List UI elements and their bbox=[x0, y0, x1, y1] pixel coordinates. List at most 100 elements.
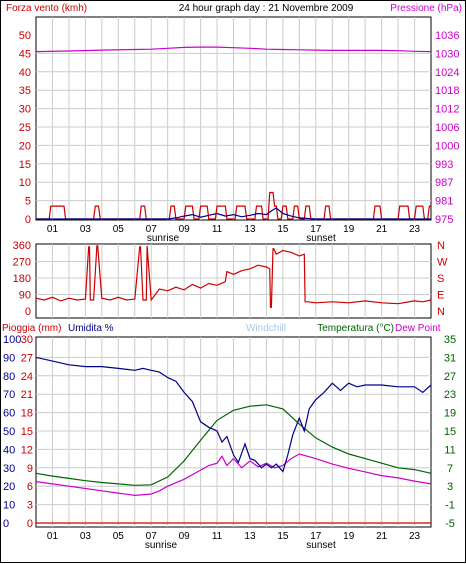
time-tick-label: 23 bbox=[409, 531, 421, 542]
dew-point-line bbox=[35, 453, 432, 497]
pressure-tick-label: 981 bbox=[435, 196, 453, 208]
humidity-tick-label: 20 bbox=[3, 481, 15, 493]
temperature-tick-label: 7 bbox=[447, 463, 453, 475]
rain-tick-label: 18 bbox=[21, 408, 33, 420]
time-tick-label: 03 bbox=[80, 224, 92, 235]
time-axis-top: 01 03 05 07 09 11 13 15 17 19 21 23 bbox=[47, 224, 421, 235]
rain-tick-label: 15 bbox=[21, 426, 33, 438]
pressure-tick-label: 1030 bbox=[435, 48, 459, 60]
sunrise-label-top: sunrise bbox=[147, 233, 180, 244]
humidity-tick-label: 30 bbox=[3, 463, 15, 475]
time-tick-label: 21 bbox=[376, 531, 388, 542]
temperature-tick-label: 15 bbox=[444, 426, 456, 438]
panel-wind-pressure-right-axis: 1036 1030 1024 1018 1012 1006 1000 993 987 981 975 bbox=[435, 30, 459, 226]
humidity-tick-label: 60 bbox=[3, 408, 15, 420]
rain-tick-label: 12 bbox=[21, 444, 33, 456]
sunset-label-bottom: sunset bbox=[306, 540, 336, 551]
direction-tick-label: 360 bbox=[13, 240, 31, 252]
direction-tick-label: 90 bbox=[19, 290, 31, 302]
temperature-tick-label: 35 bbox=[444, 334, 456, 346]
pressure-tick-label: 1006 bbox=[435, 122, 459, 134]
pressure-label: Pressione (hPa) bbox=[390, 3, 462, 14]
panel-humidity-temperature-grid bbox=[36, 337, 431, 527]
humidity-tick-label: 50 bbox=[3, 426, 15, 438]
pressure-tick-label: 1012 bbox=[435, 104, 459, 116]
windchill-label: Windchill bbox=[246, 323, 286, 334]
humidity-tick-label: 70 bbox=[3, 389, 15, 401]
wind-tick-label: 50 bbox=[19, 30, 31, 42]
compass-tick-label: S bbox=[437, 273, 444, 285]
time-axis-bottom: 01 03 05 07 09 11 13 15 17 19 21 23 bbox=[47, 531, 421, 542]
pressure-line bbox=[35, 46, 432, 53]
wind-tick-label: 30 bbox=[19, 104, 31, 116]
time-tick-label: 05 bbox=[113, 531, 125, 542]
graph-date-title: 24 hour graph day : 21 Novembre 2009 bbox=[179, 3, 354, 14]
rain-tick-label: 3 bbox=[27, 500, 33, 512]
panel-wind-direction-left-axis: 360 270 180 90 0 bbox=[13, 240, 31, 318]
wind-tick-label: 0 bbox=[25, 214, 31, 226]
wind-tick-label: 10 bbox=[19, 177, 31, 189]
panel-wind-pressure-series bbox=[35, 46, 432, 220]
pressure-tick-label: 975 bbox=[435, 214, 453, 226]
time-tick-label: 07 bbox=[146, 224, 158, 235]
direction-tick-label: 270 bbox=[13, 257, 31, 269]
sunrise-label-bottom: sunrise bbox=[145, 540, 178, 551]
time-tick-label: 03 bbox=[80, 531, 92, 542]
time-tick-label: 01 bbox=[47, 531, 59, 542]
time-tick-label: 11 bbox=[212, 224, 223, 235]
temperature-line bbox=[35, 404, 432, 486]
rain-tick-label: 21 bbox=[21, 389, 33, 401]
pressure-tick-label: 1018 bbox=[435, 85, 459, 97]
temperature-tick-label: 11 bbox=[444, 444, 455, 456]
rain-tick-label: 24 bbox=[21, 371, 33, 383]
humidity-tick-label: 40 bbox=[3, 444, 15, 456]
rain-tick-label: 30 bbox=[21, 334, 33, 346]
rain-tick-label: 6 bbox=[27, 481, 33, 493]
humidity-tick-label: 90 bbox=[3, 352, 15, 364]
direction-tick-label: 0 bbox=[25, 306, 31, 318]
time-tick-label: 05 bbox=[113, 224, 125, 235]
panel-humidity-temperature-series bbox=[35, 356, 432, 524]
wind-tick-label: 5 bbox=[25, 196, 31, 208]
pressure-tick-label: 1000 bbox=[435, 140, 459, 152]
panel-wind-direction-grid bbox=[36, 244, 431, 318]
pressure-tick-label: 1036 bbox=[435, 30, 459, 42]
temperature-tick-label: 23 bbox=[444, 389, 456, 401]
wind-tick-label: 40 bbox=[19, 67, 31, 79]
temperature-tick-label: 31 bbox=[444, 352, 456, 364]
rain-tick-label: 27 bbox=[21, 352, 33, 364]
wind-tick-label: 20 bbox=[19, 140, 31, 152]
time-tick-label: 13 bbox=[244, 224, 256, 235]
pressure-tick-label: 1024 bbox=[435, 67, 459, 79]
temperature-tick-label: 3 bbox=[447, 481, 453, 493]
humidity-tick-label: 10 bbox=[3, 500, 15, 512]
wind-speed-label: Forza vento (kmh) bbox=[6, 3, 87, 14]
sunset-label-top: sunset bbox=[306, 233, 336, 244]
temperature-label: Temperatura (°C) bbox=[317, 323, 394, 334]
time-tick-label: 19 bbox=[343, 224, 355, 235]
time-tick-label: 01 bbox=[47, 224, 59, 235]
wind-tick-label: 35 bbox=[19, 85, 31, 97]
time-tick-label: 07 bbox=[146, 531, 158, 542]
time-tick-label: 15 bbox=[277, 531, 289, 542]
time-tick-label: 09 bbox=[179, 531, 191, 542]
humidity-line bbox=[35, 356, 432, 473]
humidity-tick-label: 80 bbox=[3, 371, 15, 383]
compass-tick-label: N bbox=[437, 240, 445, 252]
wind-direction-line bbox=[35, 245, 432, 308]
temperature-tick-label: -5 bbox=[445, 518, 455, 530]
direction-tick-label: 180 bbox=[13, 273, 31, 285]
time-tick-label: 17 bbox=[310, 224, 322, 235]
temperature-tick-label: 19 bbox=[444, 408, 456, 420]
time-tick-label: 23 bbox=[409, 224, 421, 235]
humidity-tick-label: 100 bbox=[3, 334, 21, 346]
time-tick-label: 21 bbox=[376, 224, 388, 235]
wind-average-line bbox=[36, 207, 431, 220]
time-tick-label: 15 bbox=[277, 224, 289, 235]
humidity-tick-label: 0 bbox=[3, 518, 9, 530]
